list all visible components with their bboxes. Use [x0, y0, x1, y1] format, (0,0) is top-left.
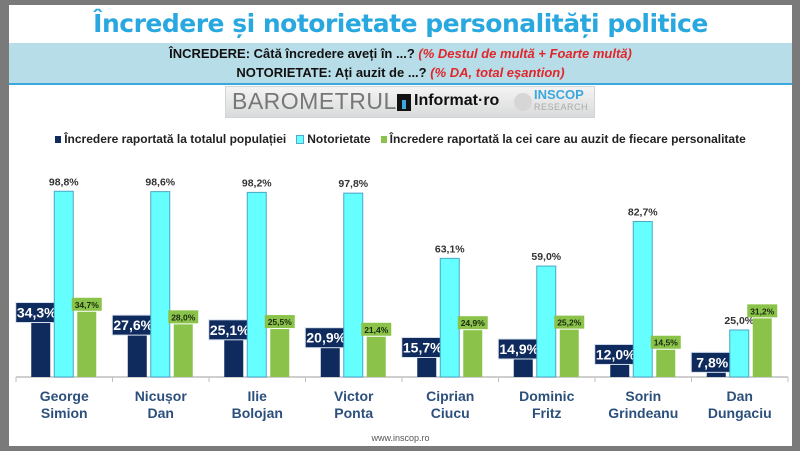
bar-awareness: [246, 191, 267, 378]
category-label: Dungaciu: [708, 405, 772, 421]
legend-item-trust-total: Încredere raportată la totalul populație…: [55, 132, 286, 146]
data-label-awareness: 98,2%: [242, 177, 272, 189]
data-label-trust-total: 34,3%: [17, 305, 57, 321]
category-label: Ponta: [334, 405, 373, 421]
data-label-awareness: 63,1%: [435, 243, 465, 255]
question-trust-label: ÎNCREDERE: Câtă încredere aveți în ...?: [169, 46, 415, 61]
logo-strip: BAROMETRUL Informat·ro INSCOP RESEARCH: [225, 86, 595, 118]
category-label: Dan: [148, 405, 174, 421]
informat-logo: Informat·ro: [414, 92, 500, 109]
question-trust: ÎNCREDERE: Câtă încredere aveți în ...? …: [9, 46, 792, 61]
data-label-trust-aware: 14,5%: [654, 338, 679, 348]
legend-item-trust-aware: Încredere raportată la cei care au auzit…: [380, 132, 746, 146]
data-label-trust-aware: 25,2%: [557, 318, 582, 328]
data-label-trust-total: 12,0%: [596, 346, 636, 362]
bar-trust-total: [31, 312, 51, 377]
legend-swatch-navy: [55, 135, 62, 143]
data-label-awareness: 59,0%: [531, 251, 561, 263]
category-label: Bolojan: [232, 405, 283, 421]
data-label-trust-total: 7,8%: [696, 354, 728, 370]
category-label: Grindeanu: [608, 405, 678, 421]
footer-url: www.inscop.ro: [371, 433, 430, 443]
bar-awareness: [343, 192, 364, 378]
chart-title: Încredere și notorietate personalități p…: [93, 9, 708, 38]
data-label-awareness: 98,6%: [145, 177, 175, 189]
bar-awareness: [150, 191, 171, 378]
bar-trust-aware: [77, 311, 97, 377]
question-awareness: NOTORIETATE: Ați auzit de ...? (% DA, to…: [9, 65, 792, 80]
data-label-box: [747, 304, 778, 318]
data-label-trust-aware: 25,5%: [268, 317, 293, 327]
data-label-awareness: 97,8%: [338, 178, 368, 190]
bar-trust-aware: [173, 324, 193, 377]
data-label-trust-aware: 31,2%: [750, 306, 775, 316]
data-label-trust-total: 20,9%: [306, 330, 346, 346]
category-label: Ciucu: [431, 405, 470, 421]
inscop-research-text: RESEARCH: [534, 102, 589, 112]
data-label-trust-aware: 28,0%: [171, 312, 196, 322]
bar-trust-total: [224, 329, 244, 377]
question-awareness-label: NOTORIETATE: Ați auzit de ...?: [236, 65, 427, 80]
data-label-box: [554, 315, 585, 329]
data-label-awareness: 82,7%: [628, 207, 658, 219]
bar-awareness: [53, 190, 74, 378]
data-label-trust-total: 27,6%: [113, 317, 153, 333]
bar-trust-aware: [752, 318, 772, 377]
category-label: Victor: [334, 388, 374, 404]
inscop-logo-icon: [514, 93, 532, 111]
legend-label: Notorietate: [307, 132, 371, 146]
bar-trust-aware: [270, 329, 290, 377]
data-label-trust-aware: 24,9%: [461, 318, 486, 328]
bar-trust-total: [127, 325, 147, 377]
question-awareness-note: (% DA, total eșantion): [430, 65, 565, 80]
question-trust-note: (% Destul de multă + Foarte multă): [418, 46, 632, 61]
bar-awareness: [439, 257, 460, 378]
category-label: Sorin: [625, 388, 661, 404]
legend-item-awareness: Notorietate: [296, 132, 371, 146]
data-label-box: [71, 297, 102, 311]
bar-trust-aware: [656, 349, 676, 377]
category-label: Fritz: [532, 405, 562, 421]
category-label: Dan: [727, 388, 753, 404]
category-label: Dominic: [519, 388, 574, 404]
data-label-trust-total: 14,9%: [499, 341, 539, 357]
bar-trust-aware: [366, 336, 386, 377]
bar-awareness: [729, 329, 750, 378]
legend-label: Încredere raportată la cei care au auzit…: [389, 132, 746, 146]
chart-legend: Încredere raportată la totalul populație…: [9, 132, 792, 146]
category-label: Ilie: [248, 388, 268, 404]
data-label-awareness: 25,0%: [724, 315, 754, 327]
data-label-trust-total: 25,1%: [210, 322, 250, 338]
data-label-awareness: 98,8%: [49, 176, 79, 188]
question-band: ÎNCREDERE: Câtă încredere aveți în ...? …: [9, 43, 792, 85]
legend-swatch-green: [380, 135, 387, 143]
data-label-box: [264, 315, 295, 329]
category-label: Simion: [41, 405, 88, 421]
barometru-logo: BAROMETRUL: [232, 88, 397, 114]
data-label-box: [361, 322, 392, 336]
informat-logo-icon: [397, 94, 411, 111]
bar-trust-aware: [463, 330, 483, 377]
bar-awareness: [536, 265, 557, 378]
legend-label: Încredere raportată la totalul populație…: [64, 132, 287, 146]
data-label-trust-aware: 34,7%: [75, 300, 100, 310]
data-label-box: [457, 316, 488, 330]
category-label: George: [40, 388, 89, 404]
bar-trust-aware: [559, 329, 579, 377]
data-label-trust-total: 15,7%: [403, 339, 443, 355]
inscop-logo: INSCOP: [534, 87, 584, 102]
category-label: Ciprian: [426, 388, 474, 404]
data-label-box: [650, 335, 681, 349]
bar-awareness: [632, 221, 653, 378]
data-label-box: [168, 310, 199, 324]
slide-panel: Încredere și notorietate personalități p…: [9, 5, 792, 446]
data-label-trust-aware: 21,4%: [364, 325, 389, 335]
category-label: Nicușor: [135, 388, 188, 404]
legend-swatch-cyan: [296, 134, 305, 144]
